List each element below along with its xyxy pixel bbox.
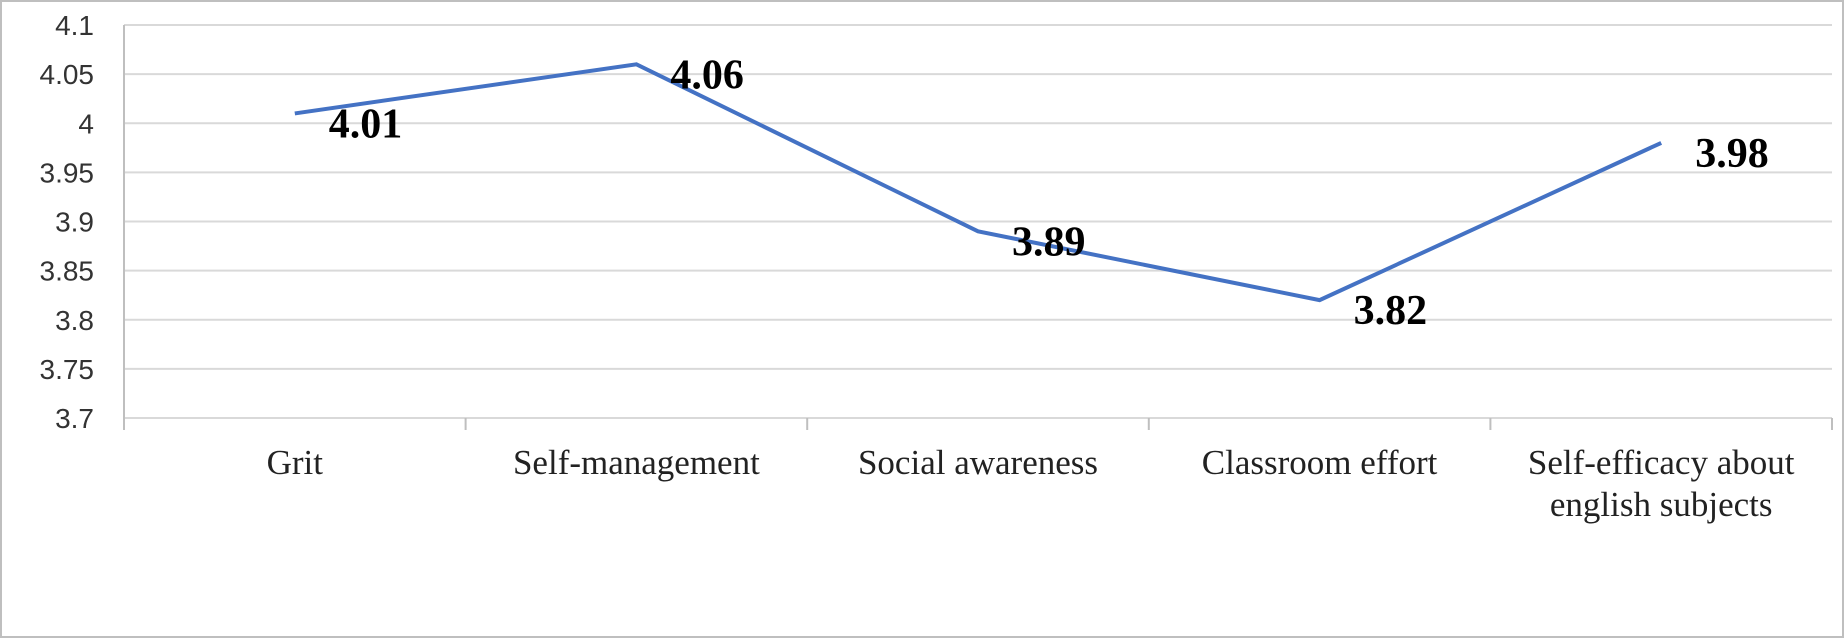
series-line [294, 62, 1663, 303]
data-point [1658, 140, 1664, 146]
data-point [975, 228, 981, 234]
data-label: 3.89 [1012, 219, 1086, 265]
data-label: 4.01 [329, 101, 403, 147]
y-tick-label: 4 [78, 108, 94, 139]
data-point [1317, 297, 1323, 303]
y-tick-label: 3.95 [40, 157, 95, 188]
x-category-label-line: Classroom effort [1202, 443, 1438, 482]
y-tick-label: 4.05 [40, 59, 95, 90]
data-point [633, 61, 639, 67]
x-category-label-line: Grit [267, 443, 324, 482]
y-tick-label: 4.1 [55, 10, 94, 41]
x-category-label: Self-efficacy about english subjects [1528, 443, 1795, 524]
gridlines [124, 24, 1832, 419]
x-category-label-line: Self-management [513, 443, 760, 482]
x-axis-category-labels: Grit Self-management Social awareness Class… [267, 443, 1795, 524]
data-label: 4.06 [670, 52, 744, 98]
x-category-label-line: english subjects [1550, 485, 1773, 524]
y-tick-label: 3.7 [55, 403, 94, 434]
axes [123, 25, 1833, 430]
x-category-label-line: Social awareness [858, 443, 1098, 482]
data-labels: 4.01 4.06 3.89 3.82 3.98 [329, 52, 1769, 334]
y-tick-label: 3.9 [55, 207, 94, 238]
series-layer [292, 61, 1664, 303]
x-category-label: Social awareness [858, 443, 1098, 482]
y-tick-label: 3.8 [55, 305, 94, 336]
x-category-label: Self-management [513, 443, 760, 482]
y-tick-label: 3.75 [40, 354, 95, 385]
data-label: 3.82 [1354, 288, 1428, 334]
x-category-label-line: Self-efficacy about [1528, 443, 1795, 482]
data-label: 3.98 [1695, 131, 1769, 177]
y-tick-label: 3.85 [40, 256, 95, 287]
x-category-label: Classroom effort [1202, 443, 1438, 482]
data-point [292, 110, 298, 116]
x-category-label: Grit [267, 443, 324, 482]
y-axis-tick-labels: 3.7 3.75 3.8 3.85 3.9 3.95 4 4.05 4.1 [40, 10, 95, 434]
